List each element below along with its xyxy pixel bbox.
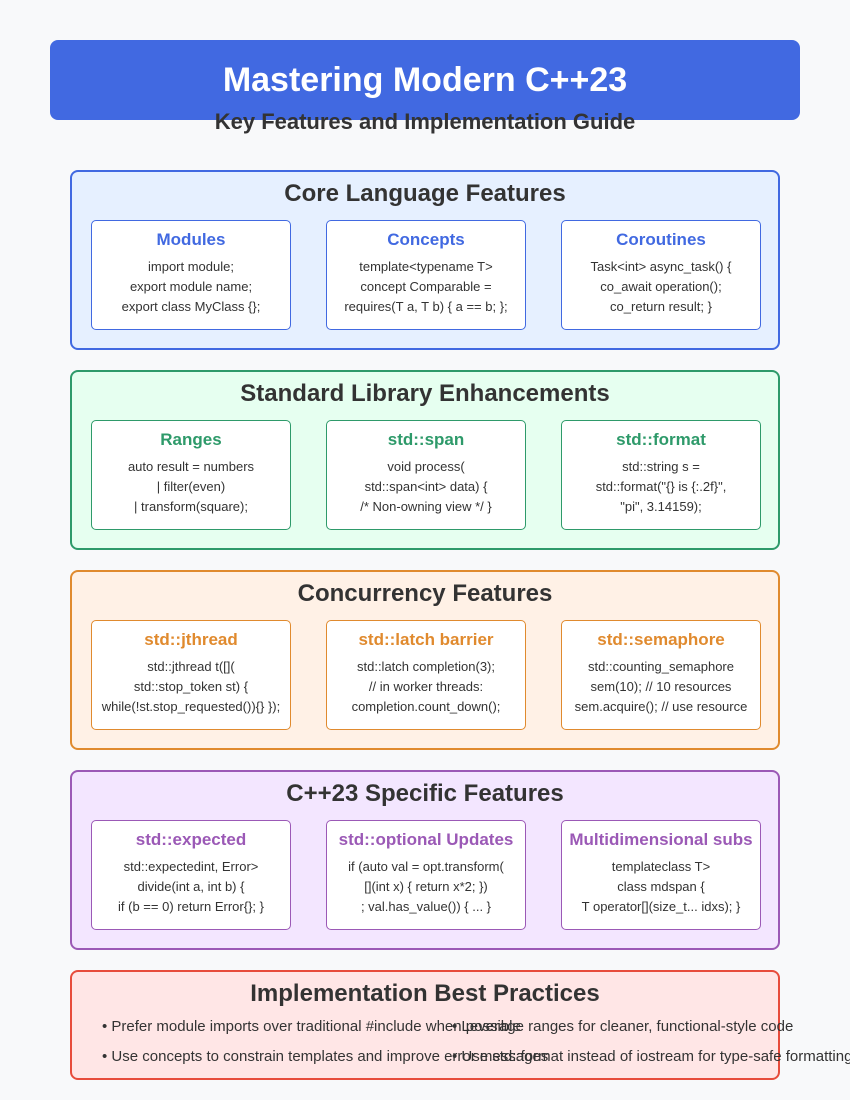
card-title: Ranges	[160, 430, 222, 449]
card-title: std::jthread	[144, 630, 238, 649]
practice-item: • Use concepts to constrain templates an…	[102, 1048, 549, 1065]
feature-card-format: std::format std::string s = std::format(…	[561, 420, 761, 530]
code-line: std::stop_token st) {	[133, 679, 249, 694]
page-title: Mastering Modern C++23	[222, 61, 628, 99]
section-title: Core Language Features	[284, 180, 566, 207]
card-title: std::expected	[135, 830, 247, 849]
section-best-practices: Implementation Best Practices • Prefer m…	[70, 970, 850, 1080]
code-line: void process(	[387, 459, 465, 474]
feature-card-coroutines: Coroutines Task<int> async_task() { co_a…	[561, 220, 761, 330]
code-line: import module;	[148, 259, 234, 274]
code-line: co_await operation();	[600, 279, 722, 294]
card-title: Multidimensional subs	[569, 830, 753, 849]
practice-item: • Use std::format instead of iostream fo…	[452, 1048, 850, 1065]
code-line: export class MyClass {};	[121, 299, 261, 314]
code-line: requires(T a, T b) { a == b; };	[344, 299, 508, 314]
code-line: templateclass T>	[611, 859, 711, 874]
section-standard-library: Standard Library Enhancements Ranges aut…	[70, 370, 780, 550]
code-line: concept Comparable =	[360, 279, 492, 294]
card-title: Coroutines	[616, 230, 706, 249]
code-line: sem.acquire(); // use resource	[574, 699, 748, 714]
code-line: co_return result; }	[610, 299, 712, 314]
feature-card-optional: std::optional Updates if (auto val = opt…	[326, 820, 526, 930]
header-banner	[50, 40, 800, 120]
code-line: std::format("{} is {:.2f}",	[595, 479, 727, 494]
code-line: ; val.has_value()) { ... }	[360, 899, 492, 914]
card-title: std::span	[387, 430, 465, 449]
section-title: Concurrency Features	[297, 580, 553, 607]
code-line: completion.count_down();	[351, 699, 501, 714]
feature-card-modules: Modules import module; export module nam…	[91, 220, 291, 330]
code-line: divide(int a, int b) {	[137, 879, 245, 894]
feature-card-mdspan: Multidimensional subs templateclass T> c…	[561, 820, 761, 930]
code-line: auto result = numbers	[127, 459, 255, 474]
code-line: std::counting_semaphore	[588, 659, 734, 674]
card-title: std::optional Updates	[338, 830, 514, 849]
feature-card-jthread: std::jthread std::jthread t([]( std::sto…	[91, 620, 291, 730]
card-title: std::latch barrier	[358, 630, 494, 649]
code-line: | transform(square);	[134, 499, 248, 514]
practice-item: • Leverage ranges for cleaner, functiona…	[452, 1018, 794, 1035]
feature-card-concepts: Concepts template<typename T> concept Co…	[326, 220, 526, 330]
feature-card-semaphore: std::semaphore std::counting_semaphore s…	[561, 620, 761, 730]
feature-card-ranges: Ranges auto result = numbers | filter(ev…	[91, 420, 291, 530]
card-title: std::format	[616, 430, 706, 449]
code-line: class mdspan {	[617, 879, 705, 894]
code-line: template<typename T>	[359, 259, 493, 274]
code-line: std::span<int> data) {	[364, 479, 488, 494]
card-title: Concepts	[387, 230, 465, 249]
code-line: if (b == 0) return Error{}; }	[118, 899, 264, 914]
code-line: Task<int> async_task() {	[590, 259, 732, 274]
code-line: // in worker threads:	[368, 679, 484, 694]
feature-card-span: std::span void process( std::span<int> d…	[326, 420, 526, 530]
section-title: Implementation Best Practices	[250, 980, 600, 1007]
code-line: /* Non-owning view */ }	[360, 499, 492, 514]
code-line: export module name;	[129, 279, 253, 294]
feature-card-latch: std::latch barrier std::latch completion…	[326, 620, 526, 730]
section-title: Standard Library Enhancements	[240, 380, 610, 407]
feature-card-expected: std::expected std::expectedint, Error> d…	[91, 820, 291, 930]
page-subtitle: Key Features and Implementation Guide	[214, 109, 636, 134]
code-line: if (auto val = opt.transform(	[348, 859, 504, 874]
section-core-language: Core Language Features Modules import mo…	[70, 170, 780, 350]
code-line: while(!st.stop_requested()){} });	[101, 699, 281, 714]
code-line: std::string s =	[622, 459, 700, 474]
card-title: std::semaphore	[597, 630, 725, 649]
code-line: [](int x) { return x*2; })	[364, 879, 488, 894]
code-line: std::expectedint, Error>	[123, 859, 259, 874]
code-line: | filter(even)	[156, 479, 226, 494]
code-line: std::latch completion(3);	[356, 659, 495, 674]
code-line: sem(10); // 10 resources	[590, 679, 732, 694]
code-line: "pi", 3.14159);	[620, 499, 702, 514]
card-title: Modules	[156, 230, 226, 249]
practice-item: • Prefer module imports over traditional…	[102, 1018, 521, 1035]
section-cpp23-specific: C++23 Specific Features std::expected st…	[70, 770, 780, 950]
section-concurrency: Concurrency Features std::jthread std::j…	[70, 570, 780, 750]
code-line: std::jthread t([](	[147, 659, 235, 674]
section-title: C++23 Specific Features	[286, 780, 564, 807]
code-line: T operator[](size_t... idxs); }	[581, 899, 741, 914]
